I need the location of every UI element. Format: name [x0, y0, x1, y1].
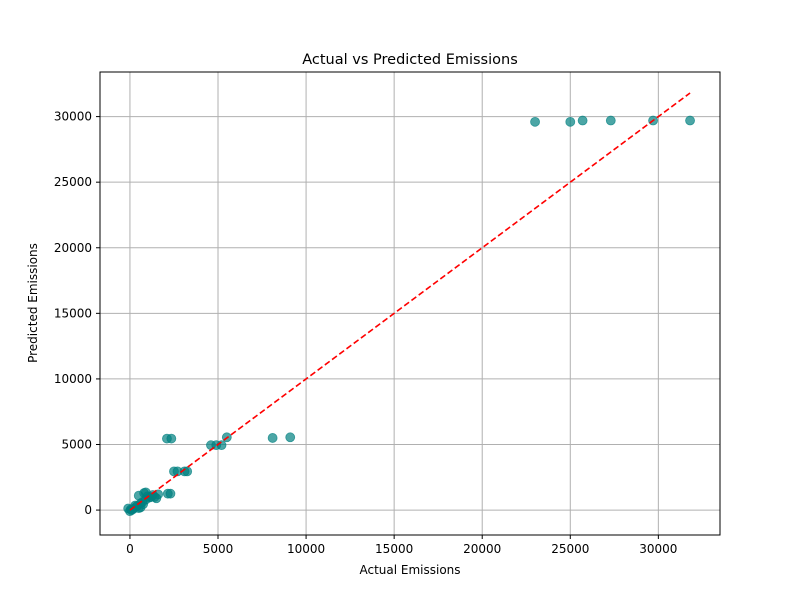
reference-line	[129, 92, 691, 511]
y-tick-label: 10000	[54, 372, 92, 386]
data-point	[605, 115, 616, 126]
x-tick-label: 0	[126, 542, 134, 556]
x-tick-label: 10000	[287, 542, 325, 556]
x-ticks: 0 5000 10000 15000 20000 25000 30000	[126, 535, 677, 556]
y-axis-label: Predicted Emissions	[26, 243, 40, 363]
data-point	[530, 116, 540, 127]
chart-title: Actual vs Predicted Emissions	[302, 52, 518, 68]
y-ticks: 0 5000 10000 15000 20000 25000 30000	[54, 110, 100, 517]
y-tick-label: 5000	[61, 437, 92, 451]
data-point	[685, 115, 695, 126]
data-point	[182, 466, 193, 477]
y-tick-label: 0	[84, 503, 92, 517]
reference-line-group	[129, 92, 691, 511]
y-tick-label: 25000	[54, 175, 92, 189]
data-point	[138, 499, 149, 510]
y-tick-label: 20000	[54, 241, 92, 255]
x-tick-label: 30000	[639, 542, 677, 556]
x-axis-label: Actual Emissions	[359, 563, 460, 577]
x-tick-label: 25000	[551, 542, 589, 556]
data-point	[166, 433, 177, 444]
plot-frame	[99, 71, 721, 536]
data-point	[267, 433, 278, 443]
y-tick-label: 15000	[54, 306, 92, 320]
data-point	[133, 490, 144, 501]
x-tick-label: 15000	[375, 542, 413, 556]
y-tick-label: 30000	[54, 110, 92, 124]
data-point	[577, 115, 588, 126]
data-point	[165, 488, 176, 499]
data-point	[285, 432, 296, 443]
plot-area	[100, 72, 720, 535]
x-tick-label: 5000	[203, 542, 234, 556]
data-point	[565, 116, 576, 127]
grid	[100, 72, 720, 535]
x-tick-label: 20000	[463, 542, 501, 556]
